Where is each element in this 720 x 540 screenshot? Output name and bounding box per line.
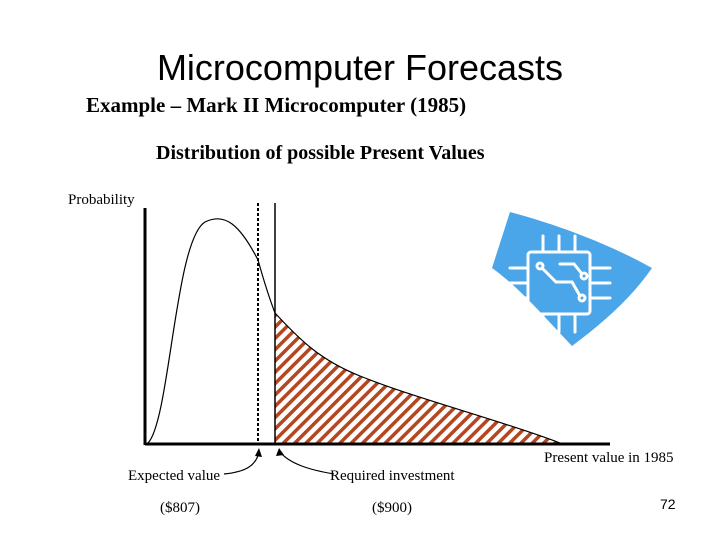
required-investment-label: Required investment [330, 468, 455, 484]
slide-subtitle: Example – Mark II Microcomputer (1985) [86, 93, 467, 117]
hatched-region [275, 313, 560, 443]
expected-value-arrow [223, 451, 260, 475]
required-investment-amount: ($900) [372, 500, 412, 516]
diagram-heading: Distribution of possible Present Values [156, 142, 485, 164]
probability-curve [147, 218, 561, 444]
x-axis-label: Present value in 1985 [544, 450, 674, 466]
required-investment-arrow [279, 451, 335, 475]
expected-value-amount: ($807) [160, 500, 200, 516]
y-axis-label: Probability [68, 192, 135, 208]
expected-value-label: Expected value [128, 468, 221, 484]
page-number: 72 [660, 496, 676, 512]
slide-title: Microcomputer Forecasts [156, 47, 564, 88]
circuit-chip-icon [492, 212, 652, 346]
